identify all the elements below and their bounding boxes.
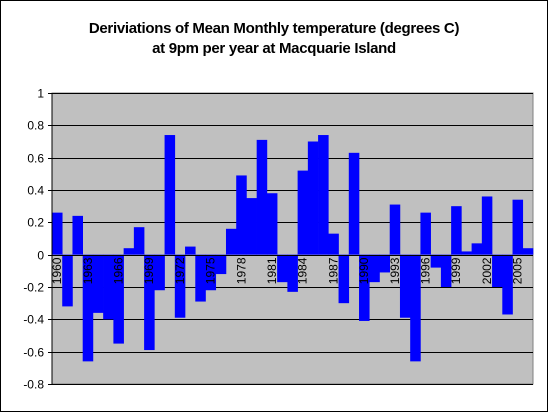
bar-1977 (225, 228, 237, 255)
bar-2001 (471, 243, 483, 255)
y-tick-label: -0.6 (23, 346, 44, 360)
bar-1973 (185, 246, 196, 255)
x-tick-label: 1984 (296, 257, 310, 284)
bar-1968 (133, 227, 145, 255)
chart-title-line-1: Deriviations of Mean Monthly temperature… (88, 20, 460, 37)
y-tick-label: -0.8 (23, 378, 44, 392)
x-tick-label: 1996 (419, 257, 433, 284)
chart-title-line-2: at 9pm per year at Macquarie Island (152, 40, 396, 57)
y-axis: -0.8 -0.6 -0.4 -0.2 0 0.2 0.4 0.6 0.8 1 (23, 87, 53, 392)
x-tick-label: 1993 (388, 257, 402, 284)
bar-1992 (379, 254, 391, 273)
bar-1983 (287, 254, 298, 292)
bar-1997 (430, 254, 442, 268)
bar-1965 (103, 254, 114, 320)
bar-1963 (82, 254, 94, 362)
x-tick-label: 1960 (50, 257, 64, 284)
bar-1994 (399, 254, 411, 318)
x-tick-label: 1963 (81, 257, 95, 284)
bar-1995 (410, 254, 421, 362)
y-tick-label: -0.2 (23, 281, 44, 295)
bar-1984 (297, 170, 309, 255)
bar-1961 (62, 254, 73, 307)
bar-2006 (522, 248, 534, 255)
x-tick-label: 1975 (204, 257, 218, 284)
bar-1991 (369, 254, 380, 283)
x-tick-label: 1981 (265, 257, 279, 284)
x-tick-label: 2002 (480, 257, 494, 284)
x-axis: 1960 1963 1966 1969 1972 1975 1978 1981 1984 1987… (50, 255, 533, 284)
bar-2004 (502, 254, 513, 315)
bar-1987 (328, 233, 339, 255)
bar-1989 (348, 152, 360, 255)
x-tick-label: 1999 (449, 257, 463, 284)
bar-1985 (307, 141, 319, 255)
x-tick-label: 1987 (326, 257, 340, 284)
bar-2002 (481, 196, 493, 255)
bar-1967 (123, 248, 135, 255)
bar-1969 (144, 254, 155, 351)
y-tick-label: 0 (37, 249, 44, 263)
bar-1964 (92, 254, 104, 313)
bar-1976 (215, 254, 227, 275)
bar-1988 (338, 254, 350, 304)
bar-1966 (113, 254, 124, 344)
x-tick-label: 1966 (112, 257, 126, 284)
bar-2000 (461, 251, 472, 255)
y-tick-label: 1 (37, 87, 44, 101)
bar-1999 (451, 206, 462, 255)
bar-1971 (164, 135, 176, 255)
x-tick-label: 1972 (173, 257, 187, 284)
bar-1962 (72, 215, 83, 255)
bar-2005 (512, 199, 524, 255)
bar-1960 (52, 212, 63, 255)
bar-1993 (389, 204, 401, 255)
bar-1978 (236, 175, 247, 255)
y-tick-label: 0.8 (27, 119, 44, 133)
bars (52, 135, 534, 362)
bar-1982 (277, 254, 288, 283)
bar-1980 (256, 139, 268, 255)
bar-2003 (492, 254, 503, 287)
bar-1975 (205, 254, 217, 291)
bar-1996 (420, 212, 431, 255)
x-tick-label: 1978 (234, 257, 248, 284)
y-tick-label: 0.4 (27, 184, 44, 198)
bar-1972 (174, 254, 186, 318)
bar-1979 (246, 198, 257, 255)
bar-1986 (318, 135, 329, 255)
y-tick-label: 0.6 (27, 152, 44, 166)
bar-1974 (195, 254, 206, 302)
bar-1970 (154, 254, 165, 291)
x-tick-label: 1990 (357, 257, 371, 284)
y-tick-label: 0.2 (27, 216, 44, 230)
y-tick-label: -0.4 (23, 313, 44, 327)
bar-1998 (440, 254, 452, 287)
bar-1990 (359, 254, 370, 321)
bar-1981 (266, 193, 278, 255)
x-tick-label: 2005 (511, 257, 525, 284)
x-tick-label: 1969 (142, 257, 156, 284)
